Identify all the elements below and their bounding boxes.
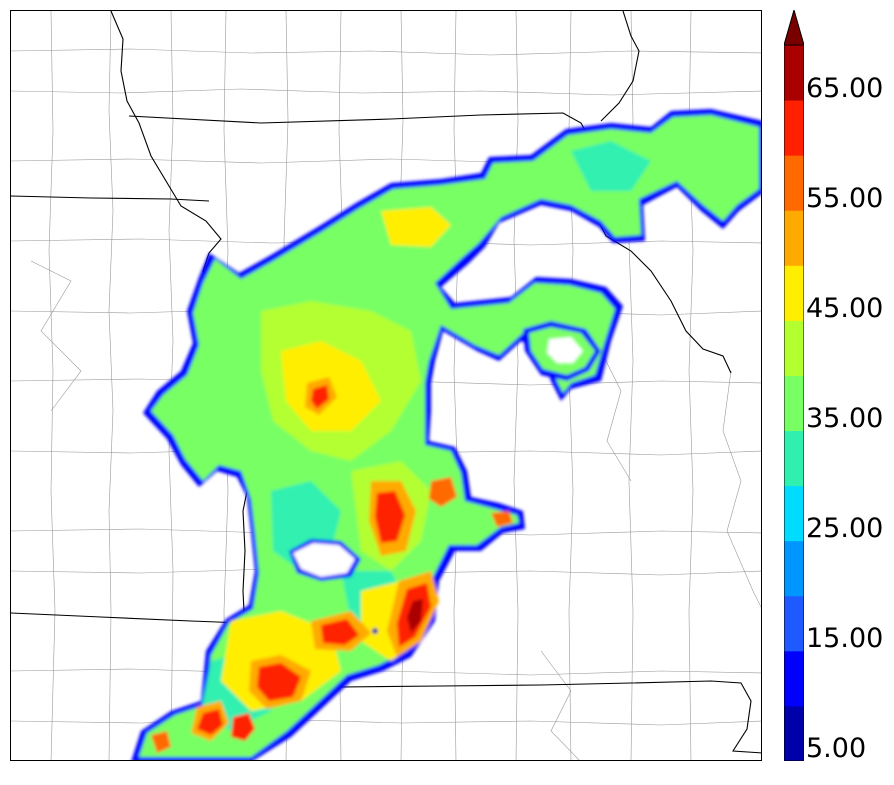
reflectivity-map [11,11,761,760]
colorbar-band [784,45,804,101]
colorbar-tick-label: 35.00 [806,403,884,434]
colorbar-band [784,430,804,487]
colorbar-band [784,540,804,597]
colorbar-band [784,265,804,321]
colorbar-band [784,320,804,376]
colorbar [784,10,804,761]
colorbar-band [784,595,804,652]
colorbar-band [784,375,804,432]
colorbar-extend-arrow [784,10,804,46]
map-panel [10,10,762,761]
colorbar-tick-label: 5.00 [806,733,867,764]
colorbar-tick-label: 65.00 [806,73,884,104]
colorbar-tick-label: 55.00 [806,183,884,214]
colorbar-band [784,155,804,211]
colorbar-band [784,485,804,542]
colorbar-band [784,705,804,761]
colorbar-band [784,210,804,266]
colorbar-tick-label: 25.00 [806,513,884,544]
reflectivity-echo [131,109,761,760]
colorbar-tick-label: 45.00 [806,293,884,324]
colorbar-tick-label: 15.00 [806,623,884,654]
colorbar-band [784,650,804,707]
colorbar-band [784,100,804,156]
